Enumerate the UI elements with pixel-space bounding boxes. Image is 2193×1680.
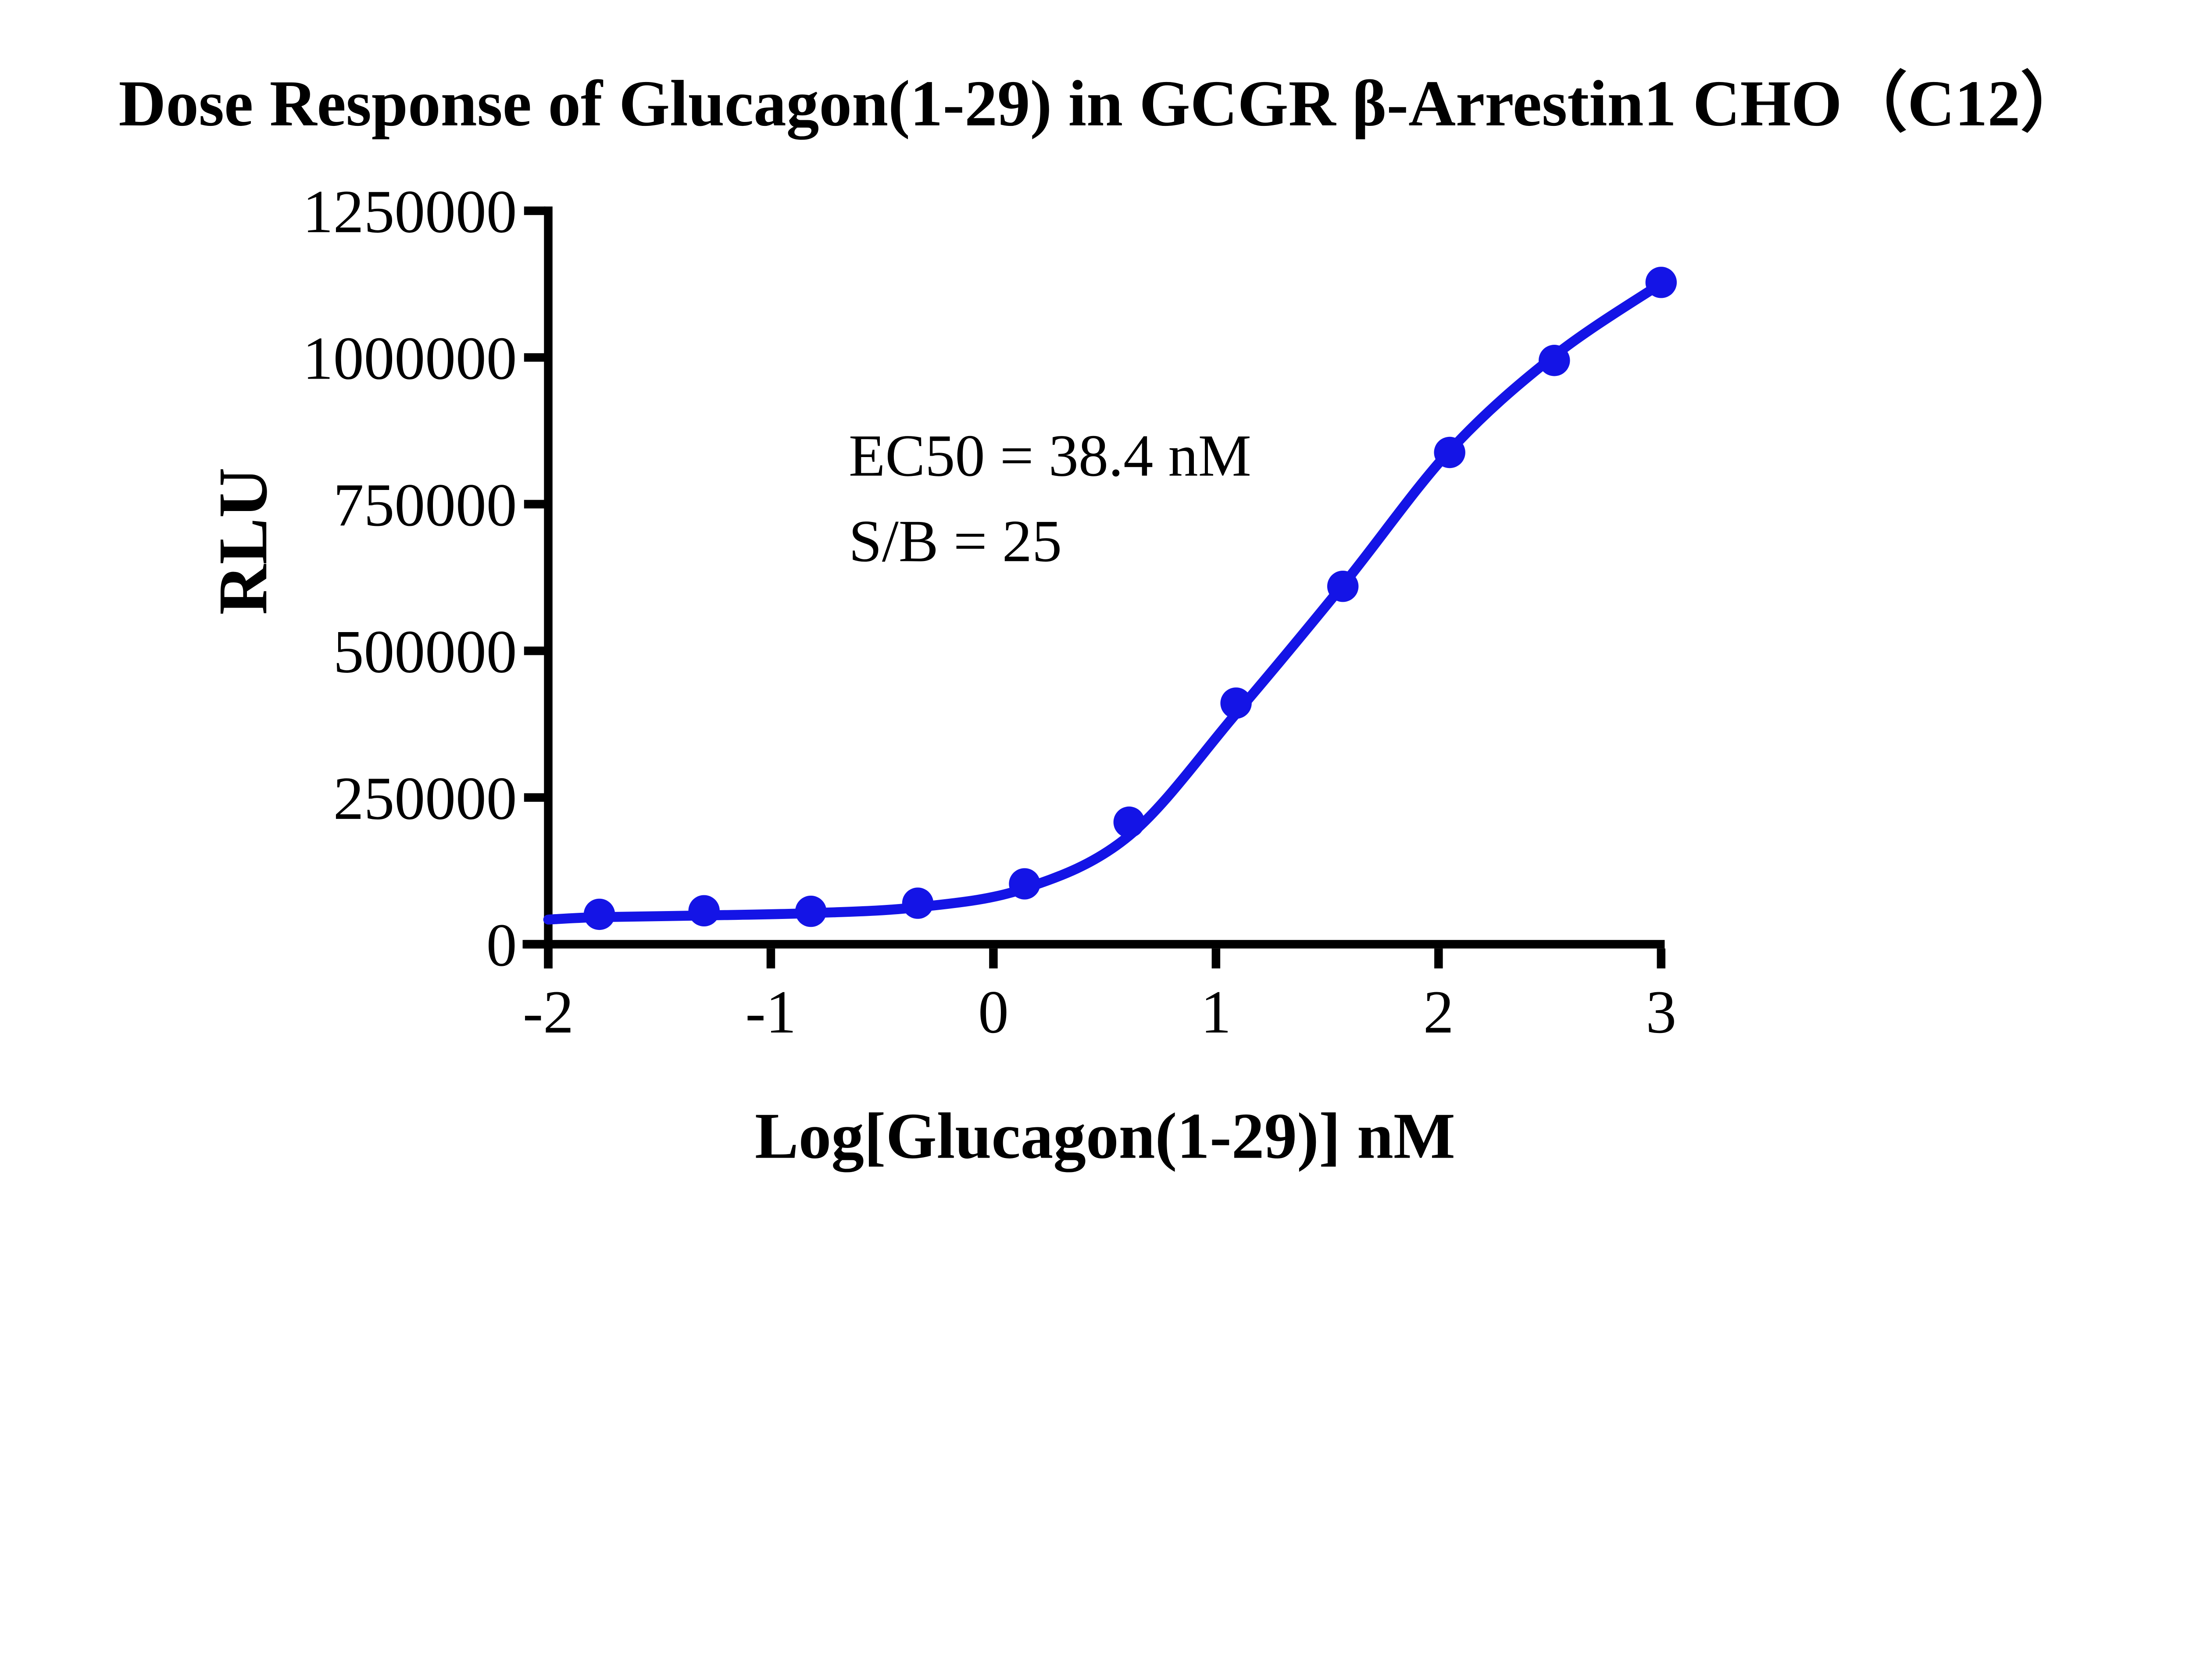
x-tick-label: 0	[978, 979, 1009, 1046]
plot-background	[0, 0, 2193, 1187]
y-tick-label: 250000	[333, 765, 517, 833]
y-axis-tick-labels: 0 250000 500000 750000 1000000 1250000	[303, 178, 517, 979]
x-tick-label: 2	[1423, 979, 1454, 1046]
data-point	[688, 895, 720, 927]
x-axis-ticks	[544, 948, 1666, 969]
data-point	[1645, 267, 1677, 298]
data-points	[583, 267, 1677, 930]
y-axis-label: RLU	[204, 468, 282, 615]
y-tick-label: 750000	[333, 472, 517, 539]
data-point	[795, 895, 827, 927]
annotation-sb: S/B = 25	[849, 508, 1062, 574]
x-tick-label: -1	[745, 979, 796, 1046]
data-point	[1434, 436, 1465, 468]
x-tick-label: -2	[523, 979, 574, 1046]
y-tick-label: 1250000	[303, 178, 517, 246]
x-axis-tick-labels: -2 -1 0 1 2 3	[523, 979, 1676, 1046]
x-axis-label: Log[Glucagon(1-29)] nM	[755, 1100, 1455, 1172]
x-tick-label: 1	[1201, 979, 1232, 1046]
x-tick-label: 3	[1646, 979, 1676, 1046]
y-tick-label: 1000000	[303, 325, 517, 393]
dose-response-chart: Dose Response of Glucagon(1-29) in GCGR …	[0, 0, 2193, 1187]
y-tick-label: 0	[486, 911, 517, 979]
data-point	[1327, 570, 1359, 602]
y-tick-label: 500000	[333, 618, 517, 686]
data-point	[1113, 806, 1145, 838]
figure-canvas: Dose Response of Glucagon(1-29) in GCGR …	[0, 0, 2193, 1187]
data-point	[902, 887, 934, 919]
data-point	[583, 898, 615, 930]
data-point	[1220, 687, 1252, 719]
data-point	[1539, 345, 1570, 376]
chart-title: Dose Response of Glucagon(1-29) in GCGR …	[118, 68, 2086, 140]
data-point	[1009, 868, 1040, 900]
y-axis-ticks	[524, 206, 546, 949]
annotation-ec50: EC50 = 38.4 nM	[849, 422, 1251, 489]
